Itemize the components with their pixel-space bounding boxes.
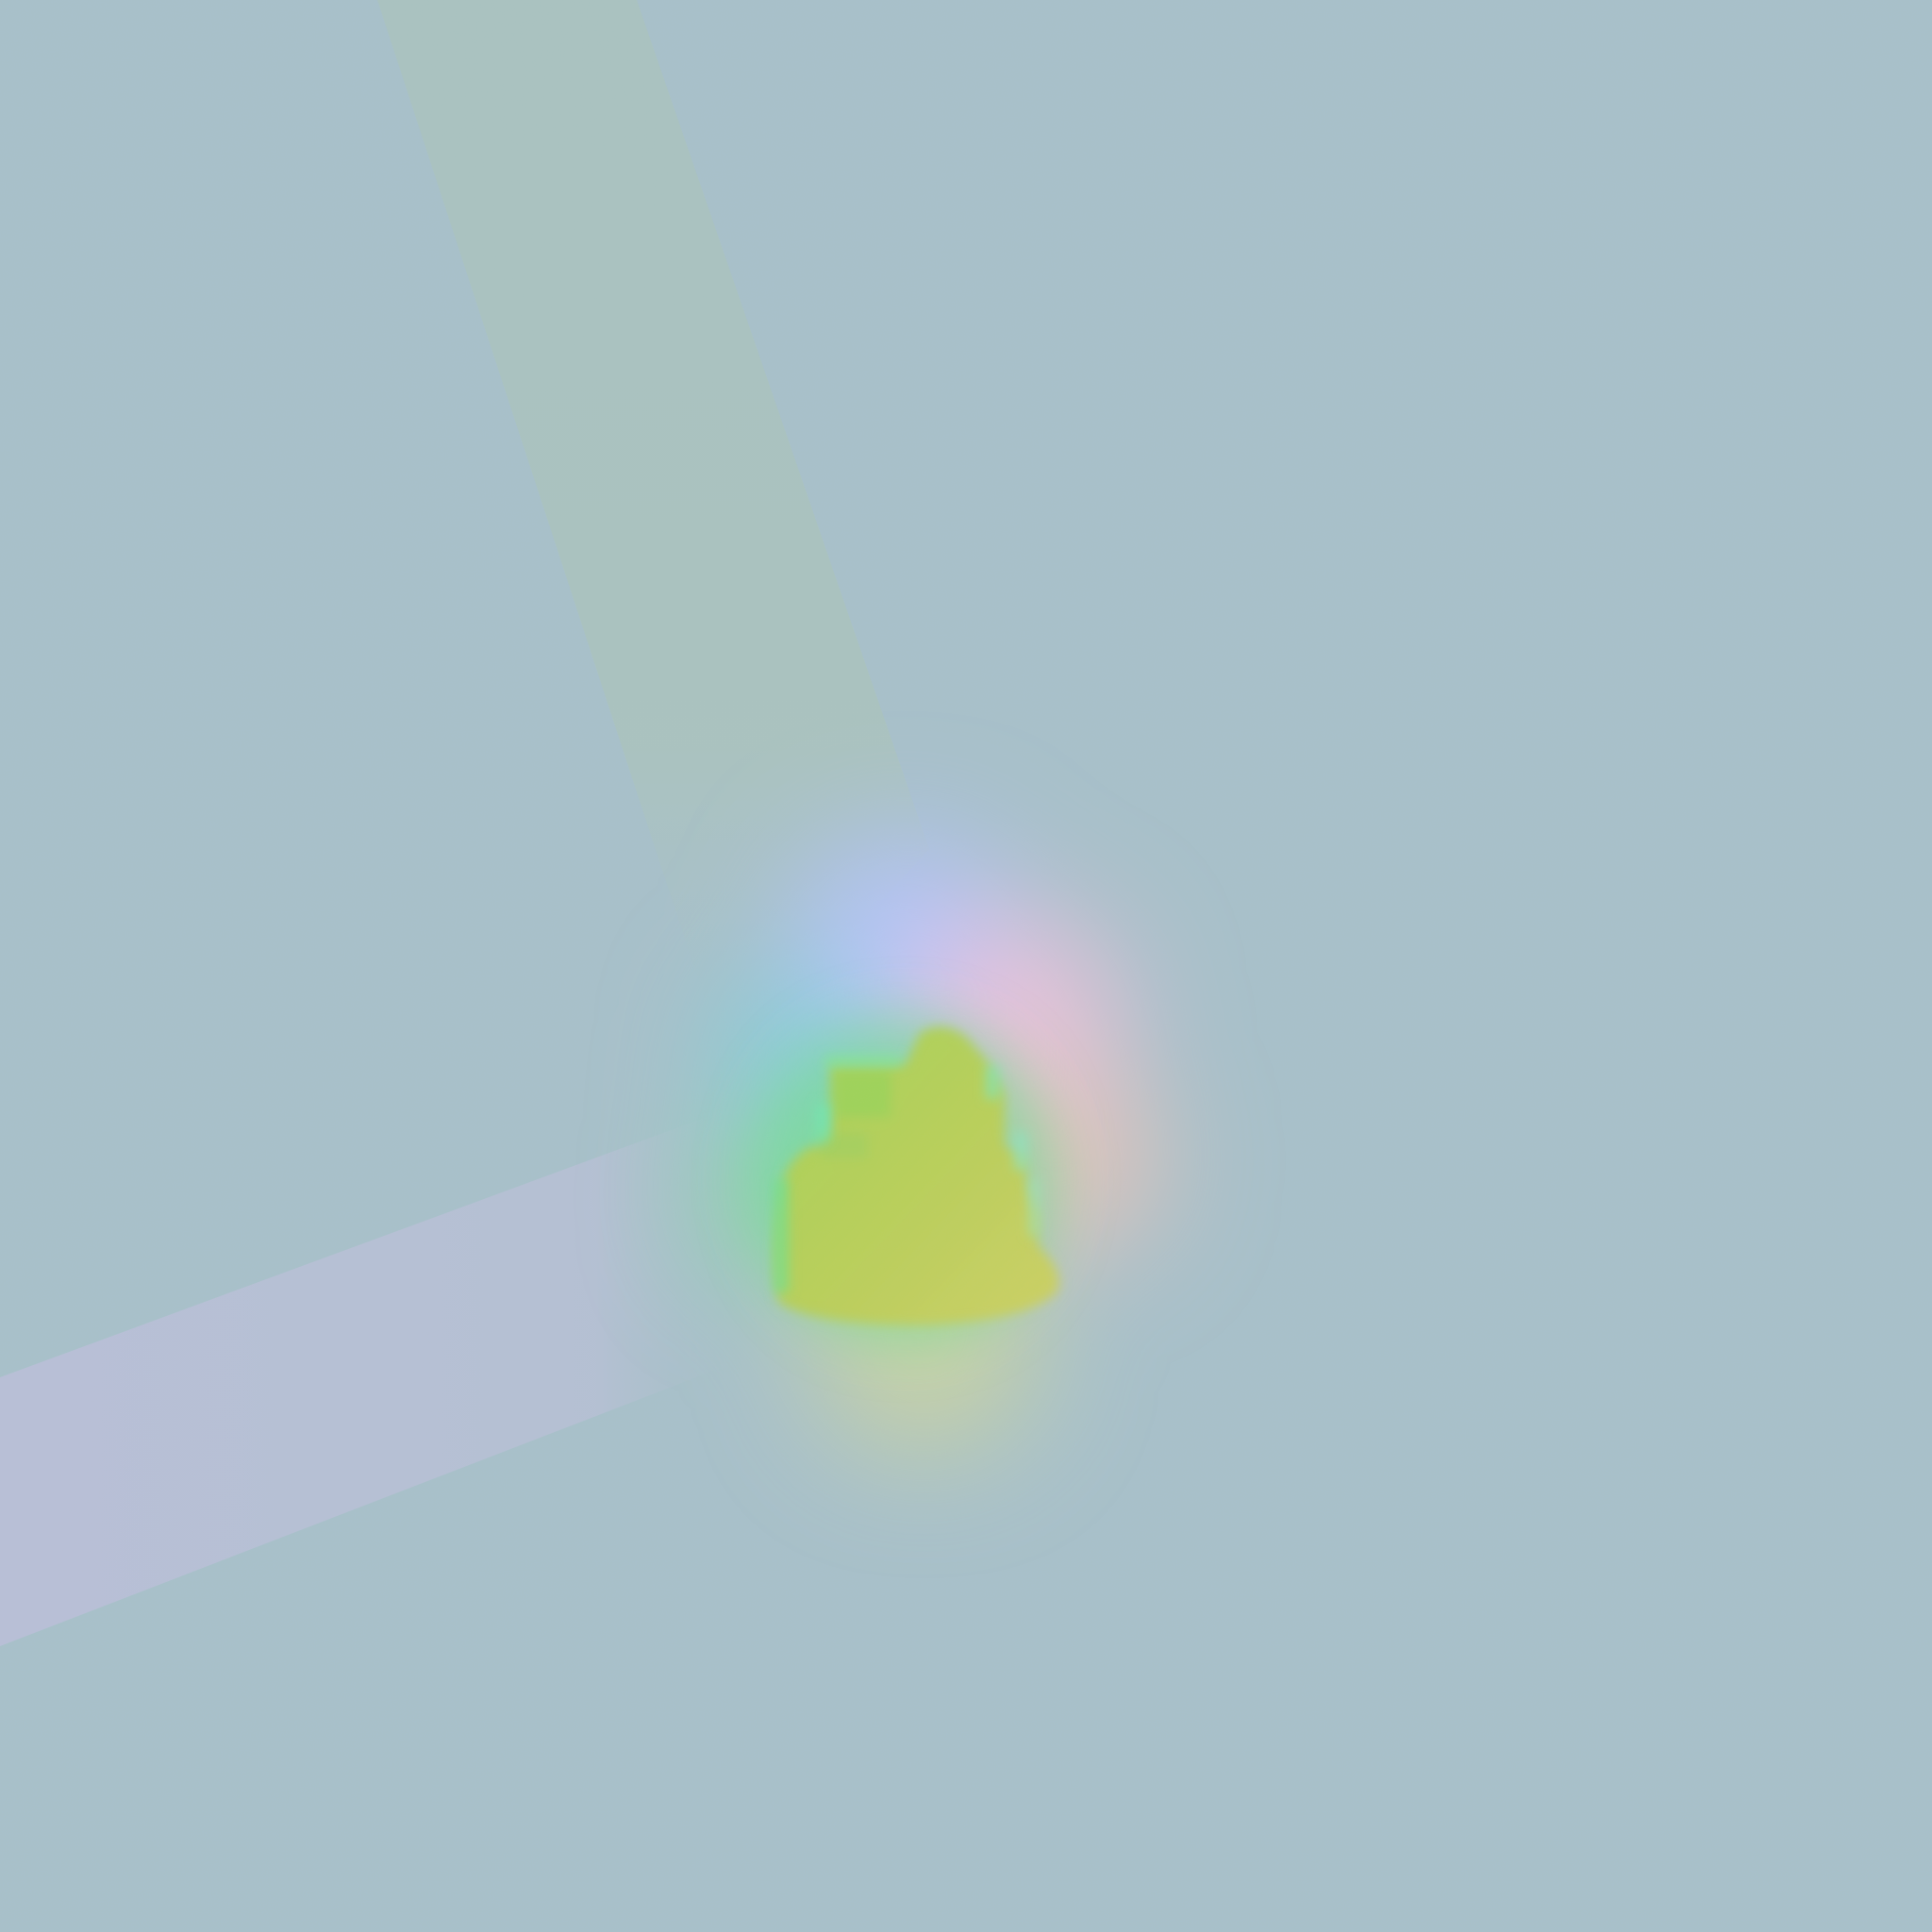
grain-overlay <box>0 0 1932 1932</box>
scene-svg <box>0 0 1932 1932</box>
scene-canvas <box>0 0 1932 1932</box>
